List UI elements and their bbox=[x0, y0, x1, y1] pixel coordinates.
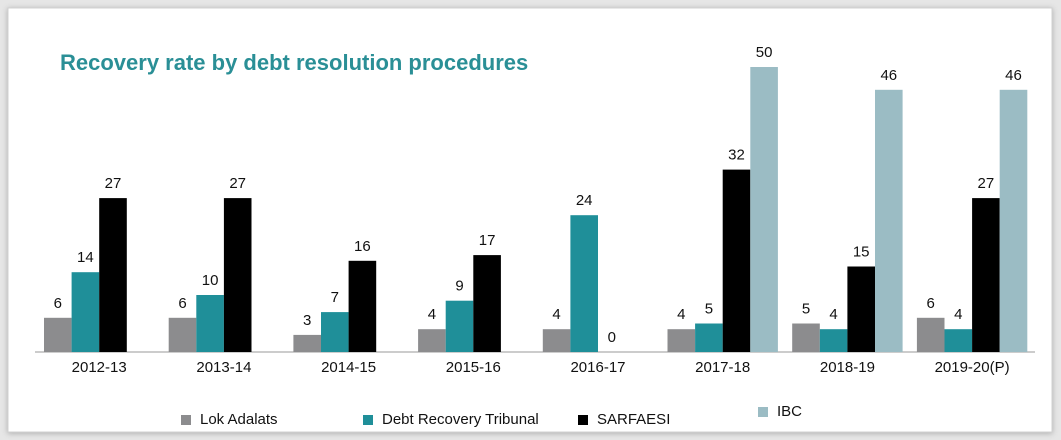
x-tick-label: 2016-17 bbox=[570, 359, 625, 376]
bar bbox=[819, 329, 848, 352]
data-label: 7 bbox=[331, 289, 339, 306]
x-tick-label: 2017-18 bbox=[695, 359, 750, 376]
legend-swatch bbox=[758, 407, 768, 417]
data-label: 15 bbox=[853, 243, 870, 260]
data-label: 27 bbox=[105, 175, 122, 192]
legend-label: Lok Adalats bbox=[200, 411, 278, 428]
data-label: 27 bbox=[229, 175, 246, 192]
legend-swatch bbox=[578, 415, 588, 425]
data-label: 4 bbox=[829, 306, 837, 323]
bar bbox=[99, 198, 127, 352]
data-label: 6 bbox=[927, 295, 935, 312]
x-tick-label: 2015-16 bbox=[446, 359, 501, 376]
bar bbox=[570, 215, 598, 352]
bar bbox=[916, 317, 945, 352]
data-label: 9 bbox=[455, 278, 463, 295]
data-label: 3 bbox=[303, 312, 311, 329]
chart-title: Recovery rate by debt resolution procedu… bbox=[60, 50, 528, 75]
data-label: 4 bbox=[677, 306, 685, 323]
data-label: 4 bbox=[428, 306, 436, 323]
legend-label: IBC bbox=[777, 403, 802, 420]
bar bbox=[722, 169, 751, 352]
data-label: 27 bbox=[978, 175, 995, 192]
legend-swatch bbox=[363, 415, 373, 425]
data-label: 50 bbox=[756, 44, 773, 61]
bar bbox=[321, 312, 349, 352]
bar bbox=[445, 300, 474, 352]
bar bbox=[196, 295, 224, 352]
bar bbox=[750, 67, 778, 352]
legend-label: Debt Recovery Tribunal bbox=[382, 411, 539, 428]
bar bbox=[695, 323, 723, 352]
bar bbox=[875, 89, 903, 353]
x-tick-label: 2019-20(P) bbox=[935, 359, 1010, 376]
data-label: 10 bbox=[202, 272, 219, 289]
data-label: 17 bbox=[479, 232, 496, 249]
data-label: 4 bbox=[954, 306, 962, 323]
data-label: 6 bbox=[54, 295, 62, 312]
bar bbox=[792, 323, 820, 352]
bar bbox=[542, 329, 571, 352]
legend-swatch bbox=[181, 415, 191, 425]
bar bbox=[293, 334, 321, 352]
data-label: 0 bbox=[608, 329, 616, 346]
bar bbox=[71, 272, 100, 352]
bar bbox=[473, 255, 501, 352]
bar bbox=[944, 329, 973, 352]
bar bbox=[972, 198, 1000, 352]
data-label: 5 bbox=[705, 300, 713, 317]
bar bbox=[667, 329, 696, 352]
bar bbox=[223, 198, 252, 352]
data-label: 6 bbox=[178, 295, 186, 312]
x-tick-label: 2014-15 bbox=[321, 359, 376, 376]
x-tick-label: 2012-13 bbox=[72, 359, 127, 376]
legend-label: SARFAESI bbox=[597, 411, 670, 428]
x-tick-label: 2018-19 bbox=[820, 359, 875, 376]
data-label: 46 bbox=[1005, 67, 1022, 84]
data-label: 32 bbox=[728, 147, 745, 164]
bar bbox=[999, 89, 1028, 353]
data-label: 14 bbox=[77, 249, 94, 266]
data-label: 24 bbox=[576, 192, 593, 209]
data-label: 16 bbox=[354, 238, 371, 255]
bar bbox=[348, 260, 377, 352]
data-label: 4 bbox=[552, 306, 560, 323]
data-label: 46 bbox=[880, 67, 897, 84]
data-label: 5 bbox=[802, 300, 810, 317]
bar bbox=[168, 317, 197, 352]
bar bbox=[847, 266, 875, 352]
bar bbox=[418, 329, 446, 352]
x-tick-label: 2013-14 bbox=[196, 359, 251, 376]
bar bbox=[44, 317, 72, 352]
